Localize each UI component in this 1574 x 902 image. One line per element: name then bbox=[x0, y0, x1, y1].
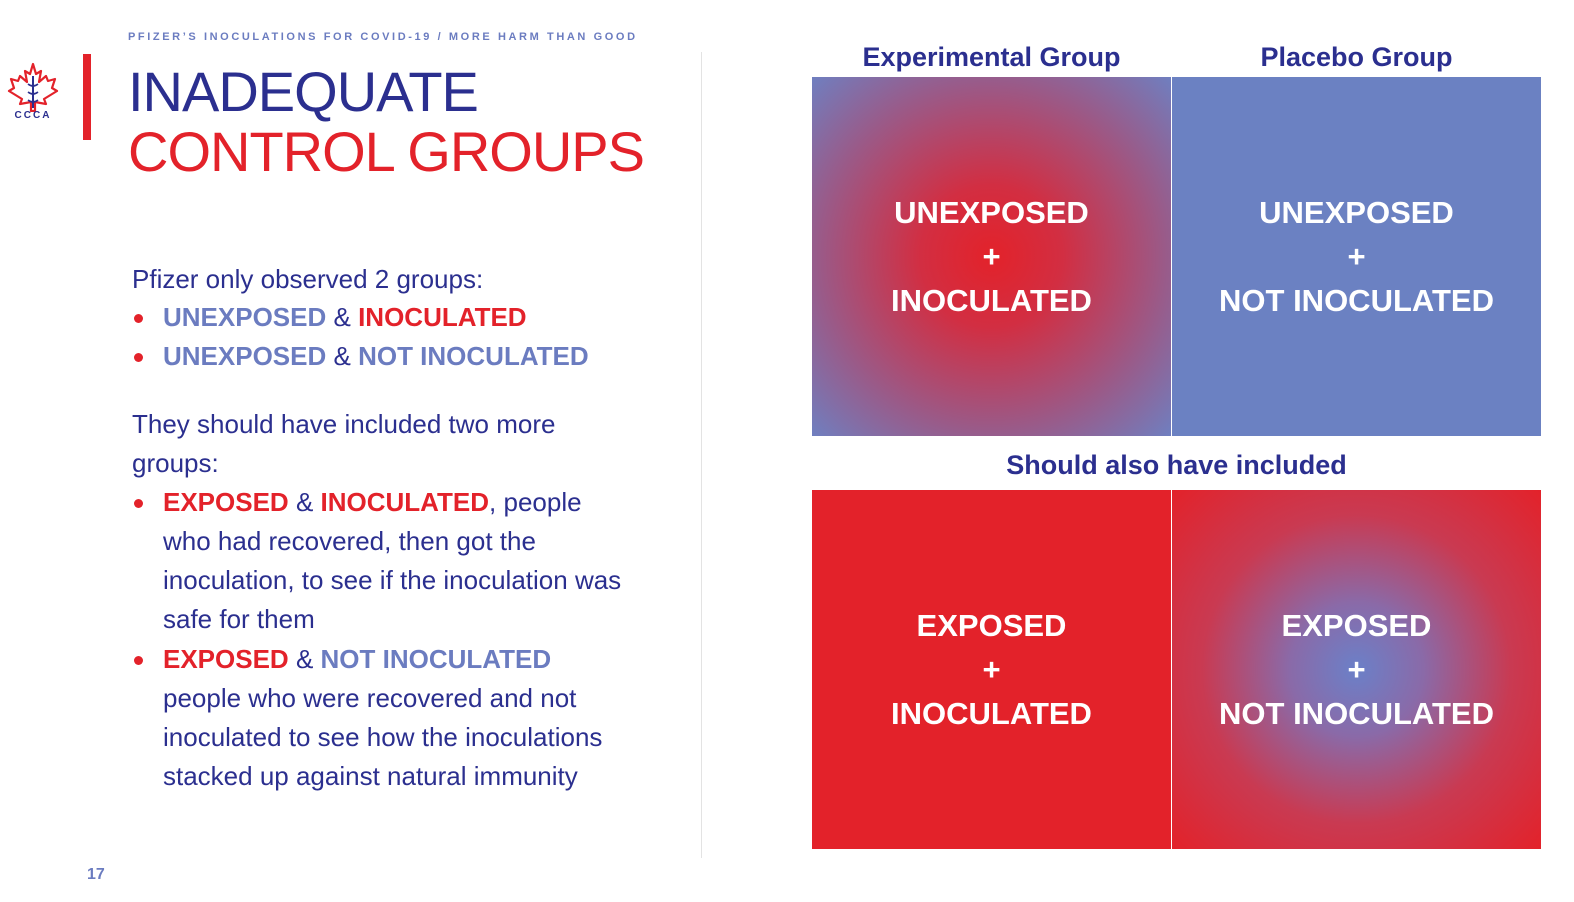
cell-unexposed-inoculated: UNEXPOSED + INOCULATED bbox=[812, 77, 1171, 436]
title-line-2: CONTROL GROUPS bbox=[128, 120, 645, 183]
ampersand: & bbox=[326, 302, 359, 332]
bullet-text: EXPOSED & INOCULATED, people who had rec… bbox=[163, 483, 633, 639]
bullet-description: people who were recovered and not inocul… bbox=[163, 683, 603, 791]
term-inoculated: INOCULATED bbox=[320, 487, 490, 517]
term-exposed: EXPOSED bbox=[163, 487, 289, 517]
bullet-dot bbox=[134, 314, 143, 323]
cell-line-1: UNEXPOSED bbox=[894, 194, 1089, 230]
placebo-group-header: Placebo Group bbox=[1260, 42, 1453, 72]
page-number: 17 bbox=[87, 866, 105, 883]
cell-line-1: EXPOSED bbox=[916, 607, 1067, 643]
cell-line-2: NOT INOCULATED bbox=[1219, 282, 1494, 318]
maple-leaf-icon bbox=[7, 62, 59, 113]
intro-observed: Pfizer only observed 2 groups: bbox=[132, 264, 484, 294]
ampersand: & bbox=[288, 487, 321, 517]
bullet-dot bbox=[134, 656, 143, 665]
intro-should-have: They should have included two more group… bbox=[132, 409, 556, 478]
cell-line-2: INOCULATED bbox=[891, 282, 1092, 318]
cell-plus: + bbox=[982, 651, 1001, 687]
cell-separator bbox=[1171, 490, 1172, 849]
cell-plus: + bbox=[982, 238, 1001, 274]
column-divider bbox=[701, 52, 702, 858]
cell-line-2: INOCULATED bbox=[891, 695, 1092, 731]
should-also-include-header: Should also have included bbox=[1006, 450, 1347, 480]
title-accent-bar bbox=[83, 54, 91, 140]
bullet-exposed-not-inoculated: EXPOSED & NOT INOCULATED people who were… bbox=[132, 640, 633, 796]
bullet-text: EXPOSED & NOT INOCULATED people who were… bbox=[163, 640, 633, 796]
term-unexposed: UNEXPOSED bbox=[163, 341, 327, 371]
cell-plus: + bbox=[1347, 238, 1366, 274]
experimental-group-header: Experimental Group bbox=[862, 42, 1121, 72]
cell-line-1: UNEXPOSED bbox=[1259, 194, 1454, 230]
term-unexposed: UNEXPOSED bbox=[163, 302, 327, 332]
title-line-1: INADEQUATE bbox=[128, 60, 479, 123]
term-not-inoculated: NOT INOCULATED bbox=[320, 644, 552, 674]
cell-line-2: NOT INOCULATED bbox=[1219, 695, 1494, 731]
logo-text: CCCA bbox=[14, 110, 52, 121]
cell-line-1: EXPOSED bbox=[1281, 607, 1432, 643]
bullet-description: , people who had recovered, then got the… bbox=[163, 487, 622, 634]
ccca-logo: CCCA bbox=[4, 62, 62, 128]
cell-plus: + bbox=[1347, 651, 1366, 687]
cell-unexposed-not-inoculated: UNEXPOSED + NOT INOCULATED bbox=[1172, 77, 1541, 436]
bullet-text: UNEXPOSED & NOT INOCULATED bbox=[163, 337, 633, 376]
cell-exposed-inoculated: EXPOSED + INOCULATED bbox=[812, 490, 1171, 849]
bullet-dot bbox=[134, 353, 143, 362]
cell-separator bbox=[1171, 77, 1172, 436]
bullet-exposed-inoculated: EXPOSED & INOCULATED, people who had rec… bbox=[132, 483, 633, 639]
ampersand: & bbox=[326, 341, 359, 371]
cell-exposed-not-inoculated: EXPOSED + NOT INOCULATED bbox=[1172, 490, 1541, 849]
header-kicker: PFIZER’S INOCULATIONS FOR COVID-19 / MOR… bbox=[128, 31, 638, 43]
term-inoculated: INOCULATED bbox=[358, 302, 527, 332]
page-title: INADEQUATE CONTROL GROUPS bbox=[128, 60, 645, 183]
bullet-unexposed-not-inoculated: UNEXPOSED & NOT INOCULATED bbox=[132, 337, 633, 376]
bullet-text: UNEXPOSED & INOCULATED bbox=[163, 298, 633, 337]
term-exposed: EXPOSED bbox=[163, 644, 289, 674]
bullet-dot bbox=[134, 499, 143, 508]
term-not-inoculated: NOT INOCULATED bbox=[358, 341, 589, 371]
ampersand: & bbox=[288, 644, 321, 674]
bullet-unexposed-inoculated: UNEXPOSED & INOCULATED bbox=[132, 298, 633, 337]
